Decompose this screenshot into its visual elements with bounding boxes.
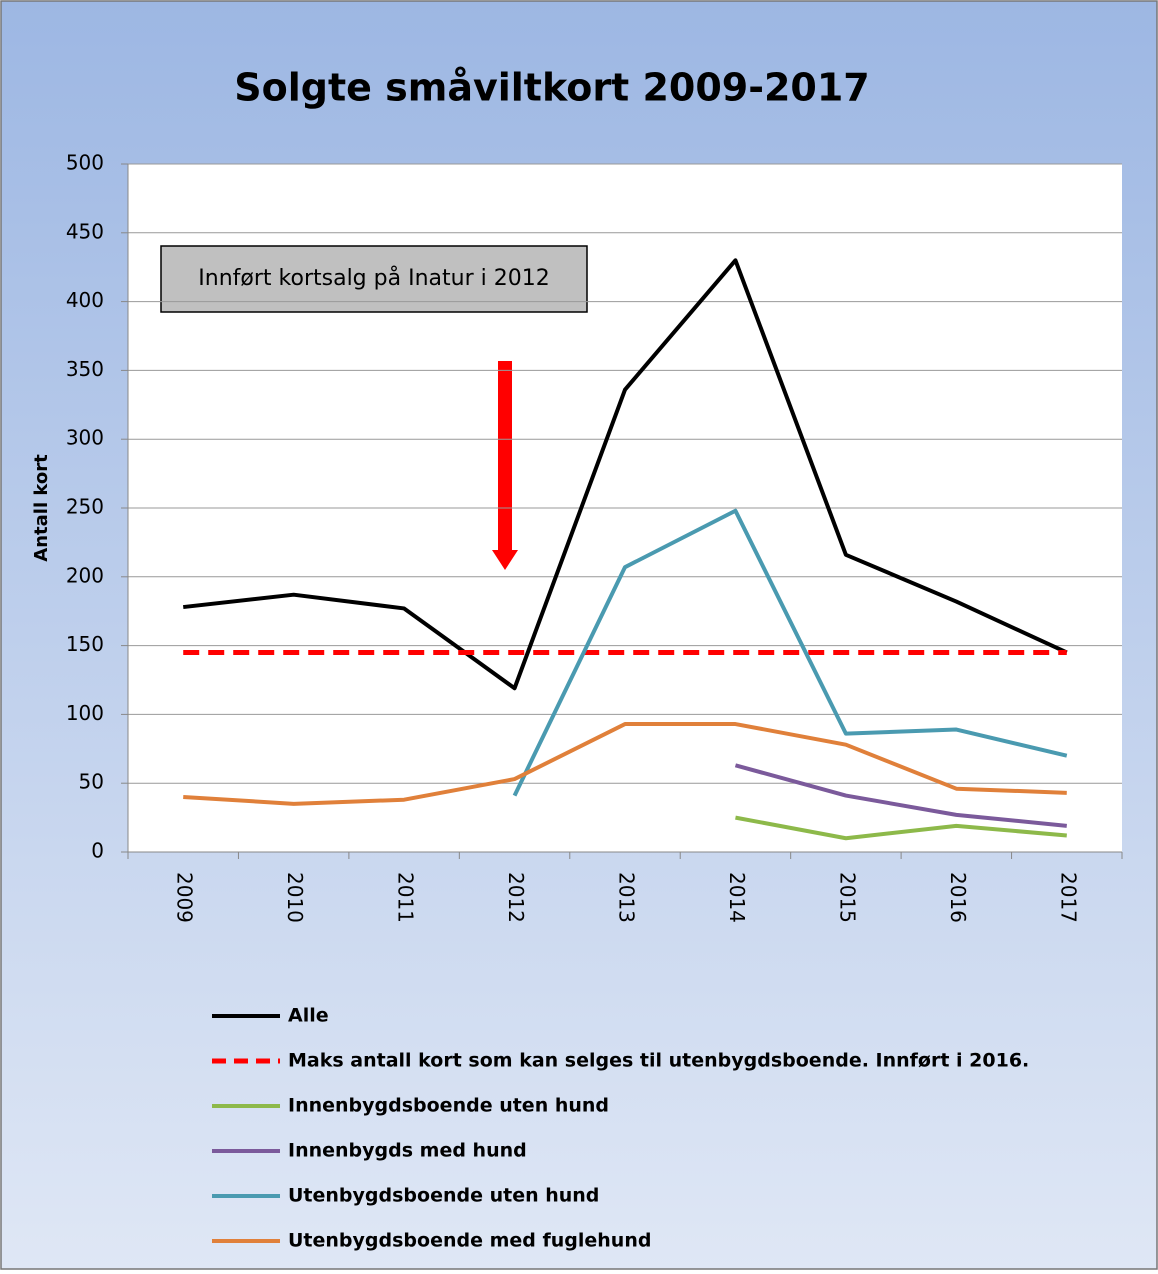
series-line bbox=[512, 508, 1068, 797]
legend-label: Innenbygds med hund bbox=[288, 1140, 527, 1162]
y-tick-label: 350 bbox=[66, 357, 104, 381]
x-tick-label: 2017 bbox=[1056, 872, 1080, 923]
annotation: Innført kortsalg på Inatur i 2012 bbox=[198, 265, 549, 291]
y-tick-label: 150 bbox=[66, 632, 104, 656]
series-line bbox=[182, 258, 1068, 691]
arrow-head bbox=[492, 550, 518, 570]
series-line bbox=[735, 815, 1067, 841]
y-tick-label: 400 bbox=[66, 288, 104, 312]
legend-label: Utenbygdsboende uten hund bbox=[288, 1185, 599, 1207]
x-tick-label: 2014 bbox=[725, 872, 749, 923]
x-tick-label: 2015 bbox=[835, 872, 859, 923]
y-tick-label: 300 bbox=[66, 426, 104, 450]
legend-label: Innenbygdsboende uten hund bbox=[288, 1095, 609, 1117]
y-axis-label: Antall kort bbox=[31, 454, 52, 562]
x-tick-label: 2011 bbox=[394, 872, 418, 923]
legend-label: Alle bbox=[288, 1005, 329, 1027]
x-tick-label: 2010 bbox=[283, 872, 307, 923]
arrow-shaft bbox=[498, 361, 512, 551]
y-tick-label: 0 bbox=[91, 839, 104, 863]
y-tick-label: 250 bbox=[66, 495, 104, 519]
y-tick-label: 100 bbox=[66, 701, 104, 725]
x-tick-label: 2013 bbox=[615, 872, 639, 923]
legend-label: Maks antall kort som kan selges til uten… bbox=[288, 1050, 1029, 1072]
series-line bbox=[734, 763, 1067, 828]
series-line bbox=[183, 722, 1067, 806]
y-tick-label: 450 bbox=[66, 219, 104, 243]
x-tick-label: 2009 bbox=[173, 872, 197, 923]
legend-label: Utenbygdsboende med fuglehund bbox=[288, 1230, 651, 1252]
y-tick-label: 50 bbox=[79, 770, 104, 794]
y-tick-label: 500 bbox=[66, 151, 104, 175]
annotation-box bbox=[160, 245, 588, 313]
x-tick-label: 2016 bbox=[946, 872, 970, 923]
x-tick-label: 2012 bbox=[504, 872, 528, 923]
chart-title: Solgte småviltkort 2009-2017 bbox=[234, 66, 870, 110]
y-tick-label: 200 bbox=[66, 563, 104, 587]
